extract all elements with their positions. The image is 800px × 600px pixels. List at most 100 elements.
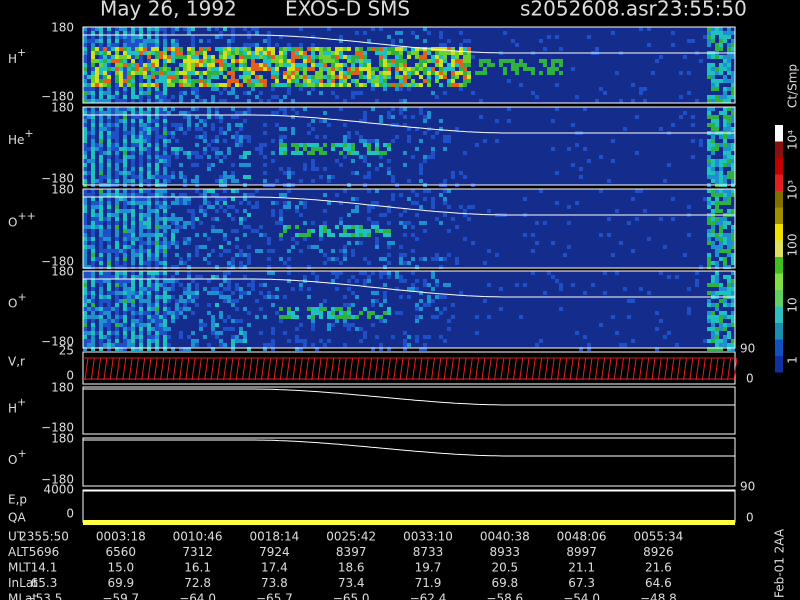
spectrogram-cell xyxy=(155,159,159,163)
spectrogram-cell xyxy=(239,139,243,143)
spectrogram-cell xyxy=(711,31,715,35)
spectrogram-cell xyxy=(183,151,187,155)
spectrogram-cell xyxy=(307,67,311,71)
spectrogram-cell xyxy=(719,291,723,295)
spectrogram-cell xyxy=(83,327,87,331)
spectrogram-cell xyxy=(327,233,331,237)
vr-spike xyxy=(361,357,366,381)
spectrogram-cell xyxy=(143,241,147,245)
spectrogram-cell xyxy=(227,205,231,209)
spectrogram-cell xyxy=(183,291,187,295)
spectrogram-cell xyxy=(447,135,451,139)
spectrogram-cell xyxy=(107,47,111,51)
spectrogram-cell xyxy=(291,245,295,249)
spectrogram-cell xyxy=(123,135,127,139)
spectrogram-cell xyxy=(131,107,135,111)
spectrogram-cell xyxy=(283,135,287,139)
spectrogram-cell xyxy=(675,343,679,347)
spectrogram-cell xyxy=(139,237,143,241)
spectrogram-cell xyxy=(127,343,131,347)
spectrogram-cell xyxy=(327,315,331,319)
spectrogram-cell xyxy=(387,75,391,79)
spectrogram-cell xyxy=(715,347,719,351)
spectrogram-cell xyxy=(327,27,331,31)
spectrogram-cell xyxy=(295,151,299,155)
spectrogram-cell xyxy=(123,275,127,279)
spectrogram-cell xyxy=(543,221,547,225)
spectrogram-cell xyxy=(391,47,395,51)
spectrogram-cell xyxy=(711,189,715,193)
spectrogram-cell xyxy=(239,51,243,55)
spectrogram-cell xyxy=(719,257,723,261)
spectrogram-cell xyxy=(163,233,167,237)
spectrogram-cell xyxy=(283,47,287,51)
spectrogram-cell xyxy=(123,217,127,221)
spectrogram-cell xyxy=(159,315,163,319)
spectrogram-cell xyxy=(167,205,171,209)
spectrogram-cell xyxy=(367,63,371,67)
spectrogram-cell xyxy=(211,99,215,103)
spectrogram-cell xyxy=(171,201,175,205)
spectrogram-cell xyxy=(715,127,719,131)
spectrogram-cell xyxy=(443,307,447,311)
spectrogram-cell xyxy=(107,193,111,197)
vr-spike xyxy=(84,357,89,381)
spectrogram-cell xyxy=(411,257,415,261)
spectrogram-cell xyxy=(291,47,295,51)
spectrogram-cell xyxy=(299,143,303,147)
spectrogram-cell xyxy=(467,55,471,59)
spectrogram-cell xyxy=(183,131,187,135)
spectrogram-cell xyxy=(291,315,295,319)
spectrogram-cell xyxy=(107,307,111,311)
spectrogram-cell xyxy=(379,47,383,51)
spectrogram-cell xyxy=(107,249,111,253)
spectrogram-cell xyxy=(379,83,383,87)
spectrogram-cell xyxy=(203,189,207,193)
spectrogram-cell xyxy=(331,257,335,261)
spectrogram-cell xyxy=(327,47,331,51)
spectrogram-cell xyxy=(731,347,735,351)
spectrogram-cell xyxy=(287,87,291,91)
spectrogram-cell xyxy=(115,123,119,127)
spectrogram-cell xyxy=(223,59,227,63)
spectrogram-cell xyxy=(631,249,635,253)
spectrogram-cell xyxy=(719,217,723,221)
spectrogram-cell xyxy=(435,75,439,79)
cell: 69.9 xyxy=(107,576,134,590)
spectrogram-cell xyxy=(723,143,727,147)
spectrogram-cell xyxy=(383,311,387,315)
spectrogram-cell xyxy=(83,139,87,143)
spectrogram-cell xyxy=(327,55,331,59)
spectrogram-cell xyxy=(231,339,235,343)
spectrogram-cell xyxy=(535,95,539,99)
spectrogram-cell xyxy=(99,27,103,31)
spectrogram-cell xyxy=(139,139,143,143)
spectrogram-cell xyxy=(255,47,259,51)
spectrogram-cell xyxy=(707,167,711,171)
spectrogram-cell xyxy=(339,221,343,225)
spectrogram-cell xyxy=(91,189,95,193)
spectrogram-cell xyxy=(351,233,355,237)
spectrogram-cell xyxy=(155,115,159,119)
row-label: MLT xyxy=(8,561,31,575)
spectrogram-cell xyxy=(723,237,727,241)
spectrogram-cell xyxy=(563,253,567,257)
spectrogram-cell xyxy=(271,71,275,75)
axis-tick-label: −180 xyxy=(41,172,74,186)
spectrogram-cell xyxy=(239,55,243,59)
spectrogram-cell xyxy=(283,171,287,175)
spectrogram-cell xyxy=(155,59,159,63)
spectrogram-cell xyxy=(691,155,695,159)
spectrogram-cell xyxy=(279,319,283,323)
spectrogram-cell xyxy=(83,307,87,311)
spectrogram-cell xyxy=(259,249,263,253)
spectrogram-cell xyxy=(107,287,111,291)
spectrogram-cell xyxy=(115,143,119,147)
spectrogram-cell xyxy=(287,271,291,275)
spectrogram-cell xyxy=(583,147,587,151)
spectrogram-cell xyxy=(359,135,363,139)
spectrogram-cell xyxy=(259,233,263,237)
spectrogram-cell xyxy=(187,283,191,287)
spectrogram-cell xyxy=(531,271,535,275)
spectrogram-cell xyxy=(259,151,263,155)
